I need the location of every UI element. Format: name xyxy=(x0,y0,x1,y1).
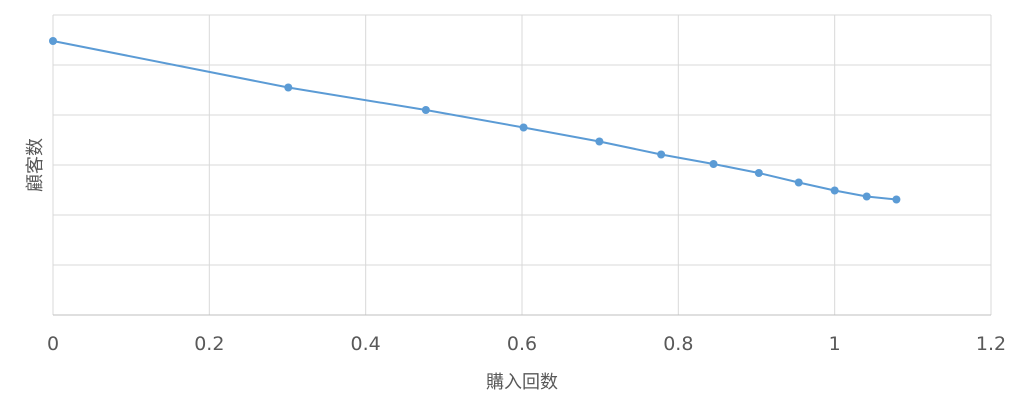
x-tick-label: 0.6 xyxy=(507,333,537,355)
data-point xyxy=(657,150,666,159)
x-tick-label: 1 xyxy=(829,333,841,355)
data-point xyxy=(830,186,839,195)
x-tick-label: 0 xyxy=(47,333,59,355)
x-axis-label: 購入回数 xyxy=(486,372,558,393)
x-tick-label: 0.4 xyxy=(351,333,381,355)
data-point xyxy=(595,137,604,146)
x-tick-labels: 0 0.2 0.4 0.6 0.8 1 1.2 xyxy=(47,333,1006,355)
data-point xyxy=(519,123,528,132)
data-point xyxy=(892,195,901,204)
data-point xyxy=(421,106,430,114)
data-point xyxy=(284,83,293,92)
series-layer xyxy=(49,37,901,204)
data-point xyxy=(754,169,763,177)
x-tick-label: 1.2 xyxy=(976,333,1006,355)
x-tick-label: 0.2 xyxy=(194,333,224,355)
data-point xyxy=(709,160,718,168)
x-tick-label: 0.8 xyxy=(663,333,693,355)
data-point xyxy=(862,192,871,201)
series-line xyxy=(52,40,897,201)
gridlines xyxy=(52,14,992,315)
y-axis-label: 顧客数 xyxy=(25,138,46,192)
data-point xyxy=(794,178,803,187)
data-point xyxy=(49,37,57,45)
